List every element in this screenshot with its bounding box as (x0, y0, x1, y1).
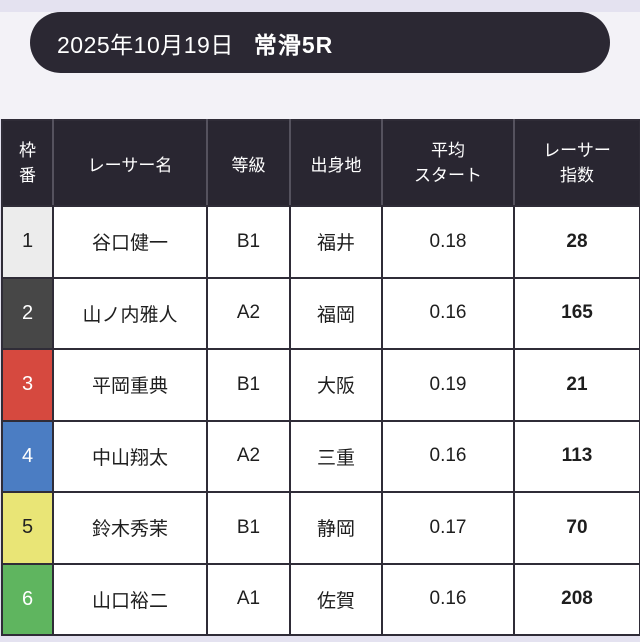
origin-cell: 福岡 (289, 276, 383, 350)
waku-number-cell: 2 (1, 276, 54, 350)
grade-cell: A2 (206, 276, 291, 350)
racer-row: 4 中山翔太 A2 三重 0.16 113 (1, 419, 640, 493)
grade-cell: B1 (206, 205, 291, 279)
racer-name-cell: 平岡重典 (52, 348, 208, 422)
waku-number-cell: 3 (1, 348, 54, 422)
origin-cell: 大阪 (289, 348, 383, 422)
racer-table-body: 1 谷口健一 B1 福井 0.18 28 2 山ノ内雅人 A2 福岡 0.16 … (1, 205, 640, 636)
avg-start-cell: 0.16 (381, 562, 515, 636)
racer-index-cell: 70 (513, 491, 640, 565)
origin-cell: 佐賀 (289, 562, 383, 636)
page-top-background: 2025年10月19日 常滑5R (0, 12, 640, 119)
racer-row: 5 鈴木秀茉 B1 静岡 0.17 70 (1, 491, 640, 565)
race-name-label: 常滑5R (253, 31, 334, 58)
column-header-waku-line1: 枠 (19, 140, 36, 160)
race-header: 2025年10月19日 常滑5R (30, 12, 610, 73)
waku-number-cell: 6 (1, 562, 54, 636)
origin-cell: 福井 (289, 205, 383, 279)
racer-name-cell: 谷口健一 (52, 205, 208, 279)
header-row: 枠 番 レーサー名 等級 出身地 平均 スタート レーサー 指数 (2, 120, 640, 207)
origin-cell: 静岡 (289, 491, 383, 565)
racer-table-header: 枠 番 レーサー名 等級 出身地 平均 スタート レーサー 指数 (2, 120, 640, 207)
column-header-origin: 出身地 (289, 120, 383, 207)
race-date-label: 2025年10月19日 (57, 31, 234, 58)
grade-cell: A2 (206, 419, 291, 493)
grade-cell: B1 (206, 348, 291, 422)
avg-start-cell: 0.16 (381, 419, 515, 493)
racer-row: 6 山口裕二 A1 佐賀 0.16 208 (1, 562, 640, 636)
grade-cell: A1 (206, 562, 291, 636)
racer-name-cell: 山口裕二 (52, 562, 208, 636)
waku-number-cell: 4 (1, 419, 54, 493)
racer-name-cell: 山ノ内雅人 (52, 276, 208, 350)
column-header-waku: 枠 番 (2, 120, 54, 207)
racer-index-cell: 113 (513, 419, 640, 493)
racer-name-cell: 中山翔太 (52, 419, 208, 493)
racer-table: 枠 番 レーサー名 等級 出身地 平均 スタート レーサー 指数 1 谷口健一 (1, 119, 640, 636)
column-header-origin-label: 出身地 (310, 155, 362, 175)
column-header-grade: 等級 (206, 120, 291, 207)
avg-start-cell: 0.16 (381, 276, 515, 350)
column-header-avg-start-line2: スタート (414, 166, 482, 185)
racer-row: 1 谷口健一 B1 福井 0.18 28 (1, 205, 640, 279)
column-header-grade-label: 等級 (231, 155, 266, 175)
waku-number-cell: 1 (1, 205, 54, 279)
racer-index-cell: 165 (513, 276, 640, 350)
column-header-waku-line2: 番 (19, 166, 36, 185)
racer-name-cell: 鈴木秀茉 (52, 491, 208, 565)
column-header-avg-start: 平均 スタート (381, 120, 515, 207)
avg-start-cell: 0.17 (381, 491, 515, 565)
racer-index-cell: 21 (513, 348, 640, 422)
racer-row: 3 平岡重典 B1 大阪 0.19 21 (1, 348, 640, 422)
origin-cell: 三重 (289, 419, 383, 493)
grade-cell: B1 (206, 491, 291, 565)
column-header-racer-index-line1: レーサー (543, 140, 611, 160)
column-header-racer-name-label: レーサー名 (87, 155, 173, 175)
column-header-racer-index-line2: 指数 (560, 166, 594, 185)
column-header-racer-index: レーサー 指数 (513, 120, 640, 207)
waku-number-cell: 5 (1, 491, 54, 565)
avg-start-cell: 0.18 (381, 205, 515, 279)
avg-start-cell: 0.19 (381, 348, 515, 422)
column-header-avg-start-line1: 平均 (431, 140, 465, 160)
racer-row: 2 山ノ内雅人 A2 福岡 0.16 165 (1, 276, 640, 350)
column-header-racer-name: レーサー名 (52, 120, 208, 207)
racer-index-cell: 28 (513, 205, 640, 279)
racer-index-cell: 208 (513, 562, 640, 636)
